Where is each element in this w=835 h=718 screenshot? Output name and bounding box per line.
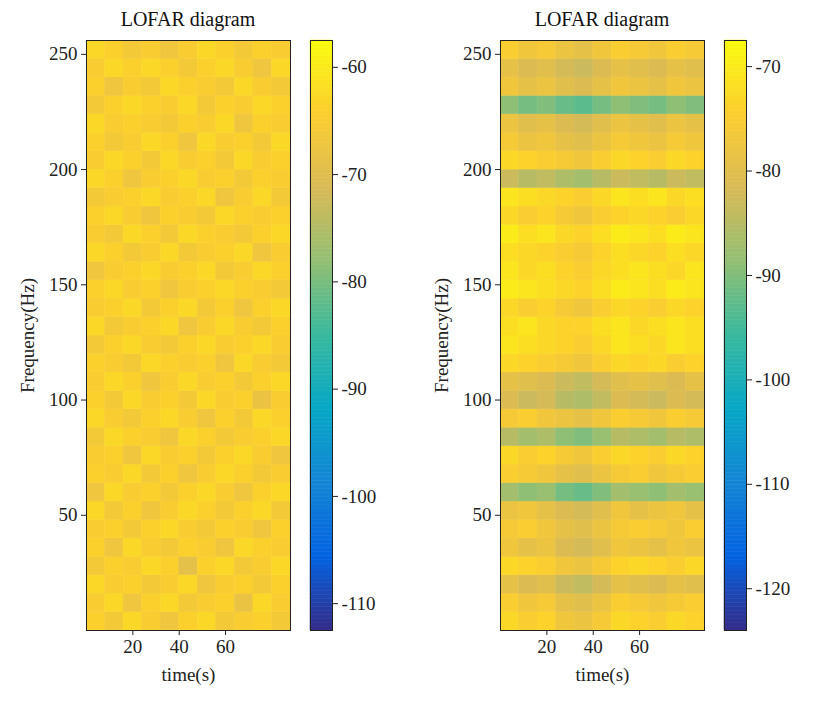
- svg-text:time(s): time(s): [162, 664, 216, 686]
- svg-text:60: 60: [630, 636, 649, 657]
- svg-text:100: 100: [463, 389, 492, 410]
- svg-text:Frequency(Hz): Frequency(Hz): [17, 278, 39, 393]
- svg-text:-90: -90: [756, 265, 781, 286]
- svg-text:-90: -90: [342, 378, 367, 399]
- svg-text:-70: -70: [342, 164, 367, 185]
- svg-text:time(s): time(s): [576, 664, 630, 686]
- svg-text:-80: -80: [756, 160, 781, 181]
- html-text:LOFAR diagram: LOFAR diagram: [120, 8, 256, 30]
- svg-text:40: 40: [584, 636, 603, 657]
- svg-text:-120: -120: [756, 578, 791, 599]
- svg-text:-110: -110: [342, 593, 376, 614]
- svg-text:250: 250: [49, 43, 78, 64]
- svg-text:40: 40: [170, 636, 189, 657]
- svg-text:Frequency(Hz): Frequency(Hz): [431, 278, 453, 393]
- svg-text:150: 150: [49, 274, 78, 295]
- svg-text:-80: -80: [342, 271, 367, 292]
- svg-text:50: 50: [473, 504, 492, 525]
- svg-text:20: 20: [537, 636, 556, 657]
- svg-text:100: 100: [49, 389, 78, 410]
- svg-text:200: 200: [463, 159, 492, 180]
- svg-text:50: 50: [59, 504, 78, 525]
- svg-text:250: 250: [463, 43, 492, 64]
- svg-text:-100: -100: [756, 369, 791, 390]
- svg-text:200: 200: [49, 159, 78, 180]
- svg-text:150: 150: [463, 274, 492, 295]
- svg-text:-100: -100: [342, 485, 377, 506]
- svg-text:-110: -110: [756, 473, 790, 494]
- svg-text:60: 60: [216, 636, 235, 657]
- svg-text:-60: -60: [342, 56, 367, 77]
- html-text:LOFAR diagram: LOFAR diagram: [534, 8, 670, 30]
- svg-text:20: 20: [123, 636, 142, 657]
- svg-text:-70: -70: [756, 56, 781, 77]
